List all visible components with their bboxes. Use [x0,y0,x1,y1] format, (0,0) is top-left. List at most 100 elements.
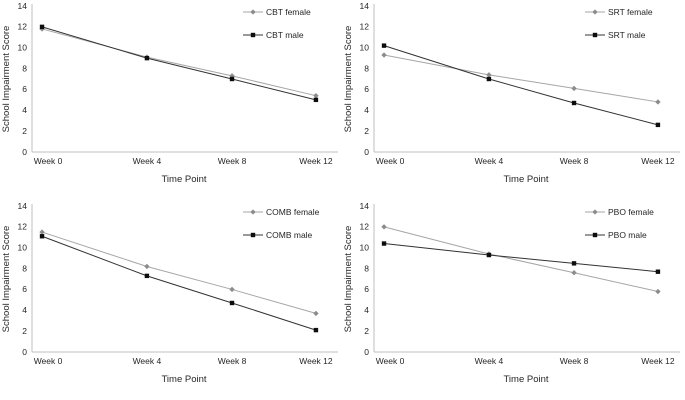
data-point-female [381,52,387,58]
y-tick-label: 8 [22,263,27,273]
legend-label: PBO male [608,230,647,240]
y-tick-label: 6 [22,284,27,294]
legend-label: PBO female [608,207,654,217]
x-tick-label: Week 8 [218,156,247,166]
legend-label: COMB female [266,207,320,217]
data-point-male [313,327,319,333]
data-point-female [144,263,150,270]
data-point-female [571,270,577,276]
legend-marker-square-icon [592,232,598,238]
y-tick-label: 14 [18,1,28,11]
data-point-male [486,76,492,82]
line-chart-top-left: 0 2 4 6 8 10 12 14 Week 0 Week 4 Week 8 Week 12 Scho… [1,1,338,185]
legend-entry-male: CBT male [243,30,304,40]
series-line-male [383,45,659,126]
data-point-male [381,241,387,246]
y-tick-label: 4 [364,105,369,115]
legend-entry-male: PBO male [585,230,647,240]
y-tick-label: 4 [22,105,27,115]
series-line-female [383,54,659,103]
legend-marker-diamond-icon [592,9,598,15]
chart-panel-cbt: 0 2 4 6 8 10 12 14 Week 0 Week 4 Week 8 Week 12 Scho… [0,0,342,200]
legend-entry-male: COMB male [243,230,313,240]
x-tick-label: Week 0 [376,356,405,366]
legend-label: CBT female [266,7,311,17]
x-tick-label: Week 0 [34,156,63,166]
y-tick-label: 8 [364,263,369,273]
data-point-male [144,55,150,61]
data-point-male [571,261,577,266]
data-point-male [655,269,661,274]
y-tick-label: 12 [18,222,28,232]
y-tick-label: 12 [360,222,370,232]
data-point-female [655,99,661,105]
x-axis-title: Time Point [503,174,548,185]
y-tick-label: 8 [22,63,27,73]
legend-label: SRT male [608,30,646,40]
x-tick-label: Week 12 [299,156,333,166]
x-tick-label: Week 12 [641,156,675,166]
x-tick-label: Week 8 [218,356,247,366]
legend-marker-diamond-icon [250,9,256,15]
y-axis-title: School Impairment Score [1,226,12,333]
y-tick-label: 14 [360,201,370,211]
data-point-female [381,224,387,230]
legend-entry-female: CBT female [243,7,311,17]
x-axis-title: Time Point [503,374,548,385]
data-point-male [229,300,235,306]
legend-entry-male: SRT male [585,30,646,40]
y-axis-title: School Impairment Score [343,226,354,333]
y-tick-label: 2 [22,126,27,136]
x-tick-label: Week 12 [641,356,675,366]
data-point-female [313,92,319,99]
x-axis-title: Time Point [161,374,206,385]
y-tick-label: 6 [22,84,27,94]
data-point-female [229,286,235,293]
legend-label: SRT female [608,7,653,17]
legend-marker-square-icon [250,32,256,38]
y-tick-label: 12 [18,22,28,32]
x-tick-label: Week 8 [560,356,589,366]
series-line-male [41,235,317,331]
x-tick-label: Week 12 [299,356,333,366]
series-line-female [383,226,659,293]
y-tick-label: 2 [364,326,369,336]
data-point-male [39,24,45,30]
y-tick-label: 12 [360,22,370,32]
y-tick-label: 14 [18,201,28,211]
y-tick-label: 6 [364,284,369,294]
y-tick-label: 10 [360,43,370,53]
y-axis-title: School Impairment Score [1,26,12,133]
y-tick-label: 10 [18,43,28,53]
y-tick-label: 4 [364,305,369,315]
y-tick-label: 0 [364,347,369,357]
x-tick-label: Week 0 [34,356,63,366]
x-tick-label: Week 4 [475,356,504,366]
y-tick-label: 0 [22,147,27,157]
y-tick-label: 0 [22,347,27,357]
data-point-female [655,288,661,295]
legend-marker-diamond-icon [592,209,598,215]
data-point-female [313,310,319,317]
data-point-male [486,252,492,258]
legend-entry-female: COMB female [243,207,320,217]
line-chart-top-right: 0 2 4 6 8 10 12 14 Week 0 Week 4 Week 8 Week 12 Scho… [343,1,680,185]
x-tick-label: Week 0 [376,156,405,166]
y-tick-label: 8 [364,63,369,73]
y-axis-title: School Impairment Score [343,26,354,133]
data-point-female [39,229,45,235]
data-point-female [571,85,577,92]
data-point-male [571,100,577,106]
y-tick-label: 10 [360,243,370,253]
x-tick-label: Week 8 [560,156,589,166]
legend-marker-square-icon [592,32,598,38]
line-chart-bottom-right: 0 2 4 6 8 10 12 14 Week 0 Week 4 Week 8 Week 12 Scho… [343,201,680,385]
legend-marker-square-icon [250,232,256,238]
x-axis-title: Time Point [161,174,206,185]
y-tick-label: 4 [22,305,27,315]
y-tick-label: 2 [364,126,369,136]
series-line-female [41,231,317,314]
legend-marker-diamond-icon [250,209,256,215]
x-tick-label: Week 4 [133,356,162,366]
